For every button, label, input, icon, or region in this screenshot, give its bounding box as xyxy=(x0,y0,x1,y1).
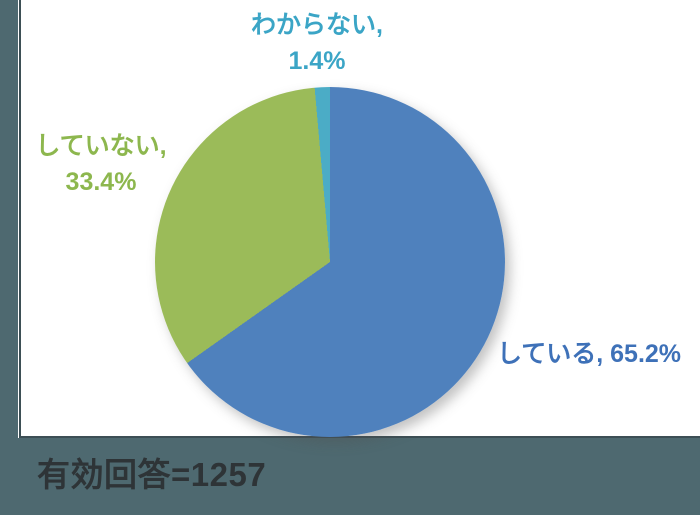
pie-label-shiteinai-text: していない, xyxy=(35,132,167,160)
pie-label-wakaranai-text: わからない, xyxy=(251,11,383,39)
valid-responses-note: 有効回答=1257 xyxy=(37,456,267,493)
pie-label-shiteinai-value: 33.4% xyxy=(65,168,137,196)
pie-chart xyxy=(155,87,505,437)
pie-label-shiteinai: していない, 33.4% xyxy=(20,128,182,200)
pie-label-shiteiru: している, 65.2% xyxy=(497,336,681,372)
chart-card: わからない, 1.4% していない, 33.4% している, 65.2% xyxy=(19,0,700,438)
pie-label-shiteiru-text: している, 65.2% xyxy=(497,340,682,368)
pie-label-wakaranai-value: 1.4% xyxy=(288,47,346,75)
pie-label-wakaranai: わからない, 1.4% xyxy=(197,7,437,79)
